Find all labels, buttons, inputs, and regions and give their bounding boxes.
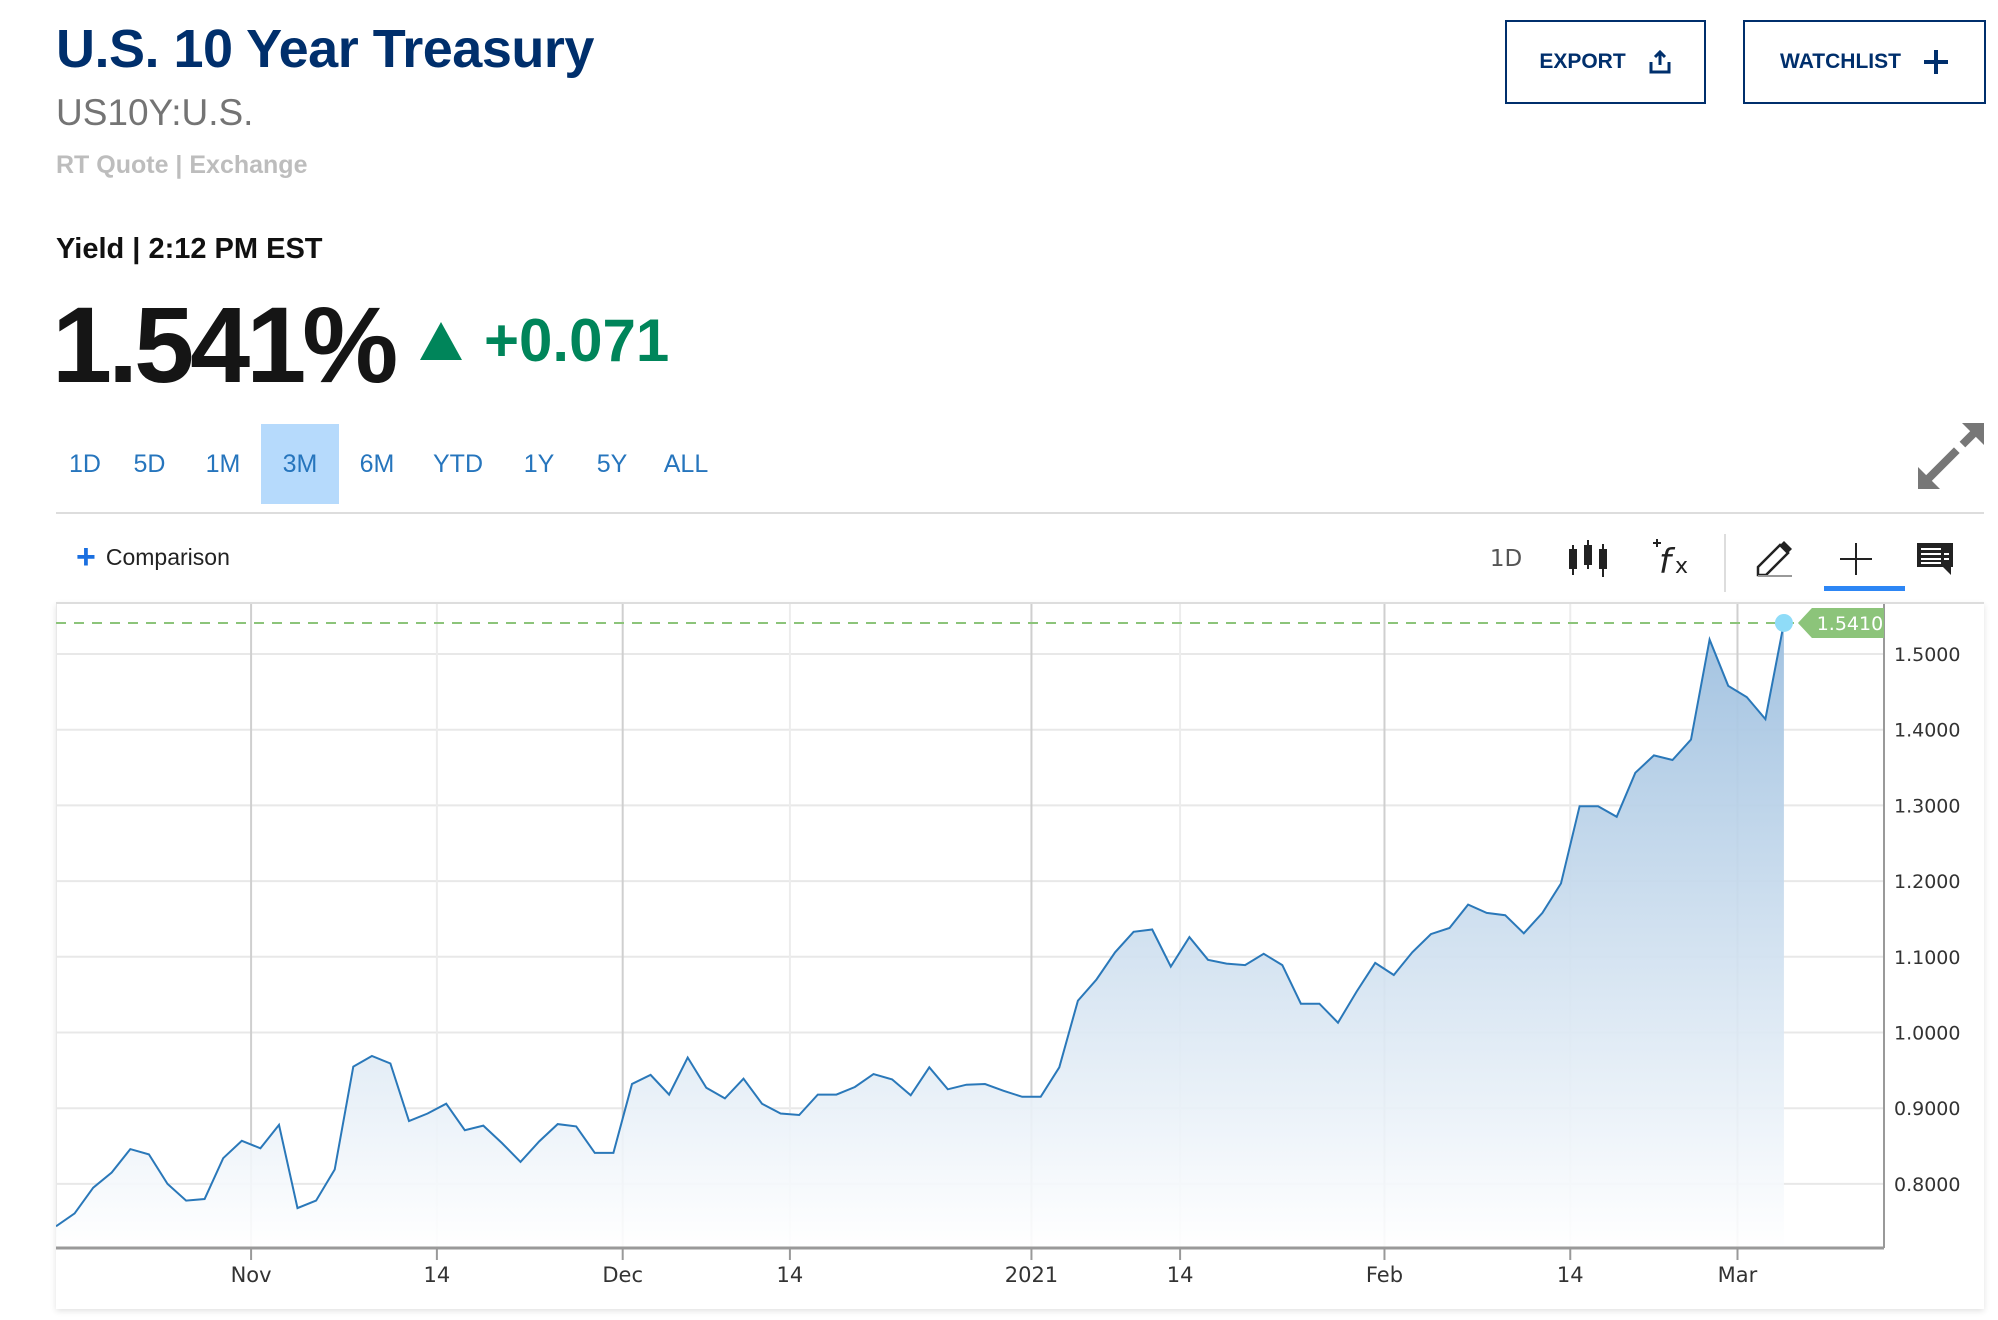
crosshair-icon (1840, 543, 1872, 575)
share-upload-icon (1649, 50, 1671, 74)
x-tick-label: 14 (1557, 1263, 1584, 1287)
indicators-button[interactable]: f x (1650, 532, 1694, 586)
last-price: 1.541% (52, 284, 398, 405)
range-tab-ytd[interactable]: YTD (433, 449, 483, 478)
x-tick-label: 14 (777, 1263, 804, 1287)
y-tick-label: 1.3000 (1894, 795, 1960, 817)
yield-chart[interactable]: 0.8000 0.9000 1.0000 1.1000 1.2000 1.3000 1.40… (56, 603, 1984, 1309)
x-tick-label: 14 (1167, 1263, 1194, 1287)
crosshair-button[interactable] (1836, 532, 1876, 586)
x-tick-label: Nov (231, 1263, 272, 1287)
comments-button[interactable] (1915, 532, 1955, 586)
chart-top-border (56, 602, 1984, 604)
range-tab-5y[interactable]: 5Y (596, 449, 628, 478)
range-tab-1y[interactable]: 1Y (523, 449, 555, 478)
export-label: EXPORT (1539, 50, 1626, 73)
range-tab-1d[interactable]: 1D (69, 449, 101, 478)
plus-icon (1923, 50, 1948, 74)
x-tick-label: 14 (424, 1263, 451, 1287)
last-value-badge (1797, 607, 1884, 638)
range-tab-5d[interactable]: 5D (133, 449, 166, 478)
candlestick-icon (1569, 540, 1607, 577)
range-tabs: 1D 5D 1M 3M 6M YTD 1Y 5Y ALL (56, 424, 725, 504)
draw-button[interactable] (1752, 532, 1796, 586)
watchlist-label: WATCHLIST (1780, 50, 1901, 73)
change-value: +0.071 (484, 307, 670, 374)
range-tab-3m[interactable]: 3M (261, 424, 339, 504)
x-tick-label: 2021 (1005, 1263, 1058, 1287)
active-tool-indicator (1824, 586, 1905, 591)
y-tick-label: 1.4000 (1894, 720, 1960, 742)
comparison-label: Comparison (105, 543, 230, 570)
x-tick-label: Mar (1718, 1263, 1758, 1287)
y-tick-label: 1.0000 (1894, 1023, 1960, 1045)
yield-line (56, 622, 1785, 1228)
plus-icon: + (76, 538, 96, 576)
interval-selector[interactable]: 1D (1489, 546, 1523, 572)
quote-source: RT Quote | Exchange (56, 151, 308, 179)
divider (56, 512, 1984, 514)
pencil-draw-icon (1756, 541, 1792, 577)
y-tick-label: 0.9000 (1894, 1098, 1960, 1120)
price-change: +0.071 (420, 306, 669, 375)
watchlist-button[interactable]: WATCHLIST (1743, 20, 1986, 104)
x-tick-label: Feb (1366, 1263, 1403, 1287)
y-tick-label: 1.1000 (1894, 947, 1960, 969)
comment-icon (1917, 543, 1953, 575)
export-button[interactable]: EXPORT (1505, 20, 1706, 104)
function-fx-icon: f x (1653, 539, 1688, 581)
y-tick-label: 0.8000 (1894, 1174, 1960, 1196)
toolbar-separator (1724, 534, 1726, 592)
last-value-label: 1.5410 (1817, 613, 1883, 635)
expand-icon[interactable] (1918, 423, 1984, 489)
range-tab-all[interactable]: ALL (663, 449, 709, 478)
page-title: U.S. 10 Year Treasury (56, 19, 594, 79)
y-tick-label: 1.2000 (1894, 871, 1960, 893)
svg-text:x: x (1675, 554, 1688, 579)
yield-timestamp: Yield | 2:12 PM EST (56, 233, 323, 265)
x-tick-label: Dec (602, 1263, 643, 1287)
yield-area-fill (56, 623, 1784, 1248)
ticker-symbol: US10Y:U.S. (56, 92, 254, 133)
range-tab-1m[interactable]: 1M (205, 449, 241, 478)
range-tab-6m[interactable]: 6M (359, 449, 395, 478)
chart-type-button[interactable] (1566, 532, 1610, 586)
svg-text:f: f (1659, 542, 1676, 581)
last-value-marker (1774, 613, 1793, 632)
y-tick-label: 1.5000 (1894, 644, 1960, 666)
add-comparison-button[interactable]: + Comparison (76, 540, 230, 574)
triangle-up-icon (420, 321, 462, 360)
